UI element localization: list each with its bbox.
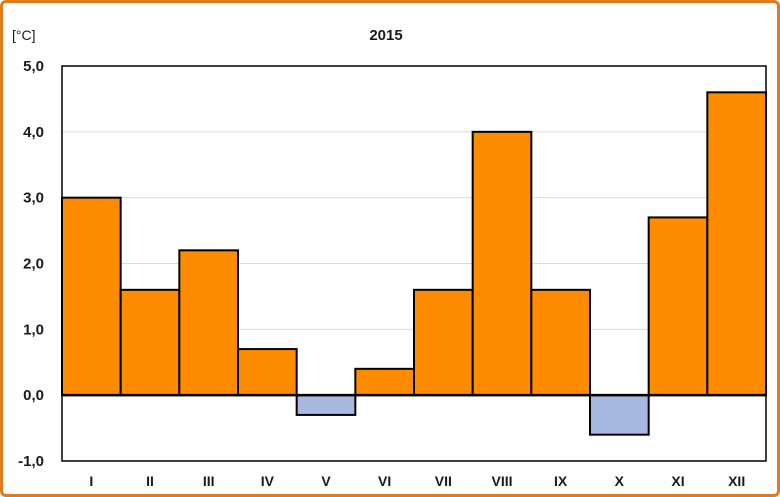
y-unit-label: [°C] <box>12 27 36 43</box>
y-tick-label: 3,0 <box>23 190 44 207</box>
bar-II <box>119 288 181 397</box>
bar-XI <box>647 216 709 397</box>
bar-VIII <box>471 130 533 397</box>
y-tick-label: 4,0 <box>23 124 44 141</box>
x-tick-label: II <box>146 473 154 489</box>
bar-VII <box>413 288 474 397</box>
y-tick-label: 0,0 <box>23 387 44 404</box>
plot-area-border <box>61 65 767 462</box>
y-tick-label: -1,0 <box>18 453 44 470</box>
x-tick-label: X <box>615 473 625 489</box>
x-tick-label: XII <box>728 473 745 489</box>
bar-X <box>589 394 650 436</box>
y-tick-label: 5,0 <box>23 58 44 75</box>
x-tick-label: XI <box>671 473 684 489</box>
bar-IV <box>237 348 298 397</box>
x-tick-label: V <box>321 473 331 489</box>
y-tick-label: 1,0 <box>23 321 44 338</box>
x-tick-label: IX <box>554 473 568 489</box>
bar-V <box>295 394 357 416</box>
bar-XII <box>706 91 767 397</box>
x-tick-label: VI <box>378 473 391 489</box>
y-tick-label: 2,0 <box>23 256 44 273</box>
bar-III <box>178 249 239 397</box>
x-tick-label: VIII <box>491 473 512 489</box>
x-tick-label: I <box>89 473 93 489</box>
bar-VI <box>354 367 416 397</box>
x-tick-label: IV <box>261 473 275 489</box>
x-tick-label: VII <box>435 473 452 489</box>
bar-I <box>61 196 122 397</box>
chart-title: 2015 <box>369 27 402 44</box>
x-tick-label: III <box>203 473 215 489</box>
bar-IX <box>530 288 591 397</box>
